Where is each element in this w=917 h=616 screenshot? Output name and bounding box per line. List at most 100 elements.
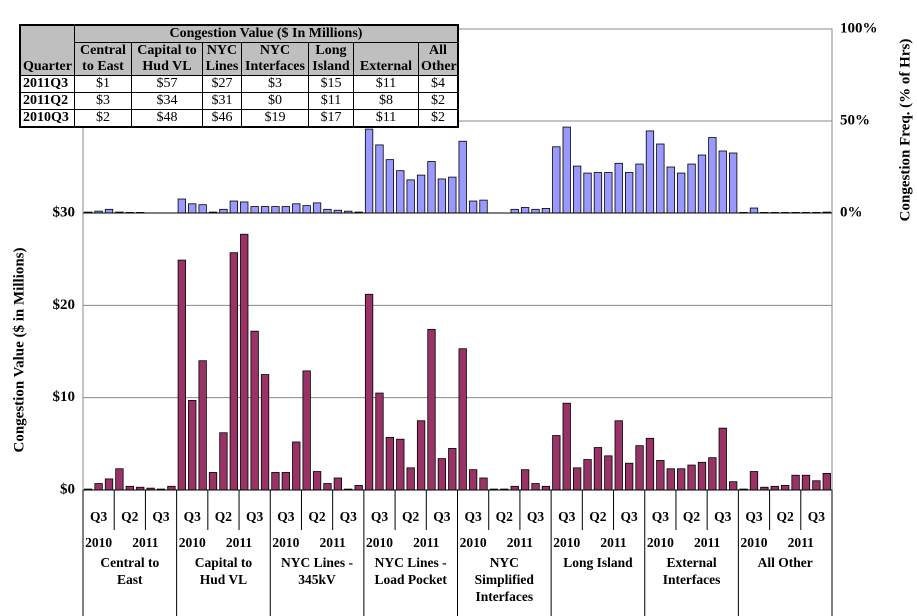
table-cell: $57 <box>130 75 203 93</box>
bar <box>468 200 478 214</box>
bar <box>188 203 197 214</box>
x-tick-label: Q2 <box>215 509 233 524</box>
table-cell: $31 <box>201 92 242 110</box>
x-tick-label: Q3 <box>745 509 763 524</box>
table-cell: $8 <box>352 92 419 110</box>
bar <box>708 457 717 491</box>
year-label: 2010 <box>647 535 674 550</box>
year-label: 2011 <box>320 535 347 550</box>
group-label: NYC Lines - 345kV <box>281 555 354 587</box>
bar <box>385 159 395 214</box>
bar <box>645 130 655 214</box>
column-header-text: External <box>359 59 413 74</box>
table-cell: $2 <box>417 109 459 128</box>
bar <box>281 472 290 491</box>
bar <box>541 207 551 214</box>
bar <box>427 328 436 491</box>
bar <box>510 208 519 214</box>
bar <box>479 477 488 491</box>
y-tick-label: $30 <box>53 204 76 220</box>
table-cell: $1 <box>73 75 132 93</box>
x-tick-label: Q2 <box>683 509 701 524</box>
x-tick-label: Q2 <box>308 509 326 524</box>
bar <box>625 462 634 491</box>
x-tick-label: Q3 <box>464 509 482 524</box>
year-label: 2011 <box>413 535 440 550</box>
column-header-text: NYC Interfaces <box>245 43 305 74</box>
bar <box>479 199 488 214</box>
x-tick-label: Q2 <box>777 509 795 524</box>
year-label: 2010 <box>553 535 580 550</box>
table-cell: $0 <box>240 92 309 110</box>
bar <box>572 165 582 214</box>
year-label: 2011 <box>226 535 253 550</box>
bar <box>375 392 384 491</box>
group-label: NYC Lines - Load Pocket <box>374 555 447 587</box>
x-tick-label: Q2 <box>589 509 607 524</box>
bar <box>406 179 415 214</box>
x-tick-label: Q3 <box>277 509 295 524</box>
table-cell: $11 <box>352 109 419 128</box>
x-tick-label: Q3 <box>714 509 732 524</box>
x-tick-label: Q2 <box>121 509 139 524</box>
bar <box>604 172 613 214</box>
bar <box>260 206 270 214</box>
bar <box>656 143 665 214</box>
bar <box>177 198 186 214</box>
bar <box>198 360 207 491</box>
year-label: 2010 <box>740 535 767 550</box>
column-header-text: All Other <box>420 43 457 74</box>
bar <box>593 447 603 491</box>
table-cell: $17 <box>307 109 354 128</box>
bar <box>94 483 103 491</box>
group-label: External Interfaces <box>662 555 721 587</box>
bar <box>458 140 467 214</box>
bar <box>167 485 176 491</box>
bar <box>791 474 800 491</box>
bar <box>240 233 249 491</box>
x-tick-label: Q3 <box>558 509 576 524</box>
bar <box>625 172 634 214</box>
bar <box>104 208 114 214</box>
bar <box>520 207 530 214</box>
bar <box>749 207 759 214</box>
table-row: 2011Q3 $1 $57 $27 $3 $15 $11 $4 <box>19 75 459 93</box>
bar <box>729 481 738 491</box>
bar <box>552 435 561 491</box>
year-label: 2011 <box>507 535 534 550</box>
table-cell: $15 <box>307 75 354 93</box>
group-label: Capital to Hud VL <box>194 555 253 587</box>
bar <box>323 208 332 214</box>
bar <box>677 172 686 214</box>
column-header: All Other <box>417 42 459 76</box>
x-tick-label: Q3 <box>652 509 670 524</box>
bar <box>427 161 436 214</box>
bar <box>562 126 571 214</box>
column-header: Long Island <box>307 42 354 76</box>
column-header: External <box>352 42 419 76</box>
table-title: Congestion Value ($ In Millions) <box>73 24 459 43</box>
bar <box>635 445 644 491</box>
column-header: NYC Lines <box>201 42 242 76</box>
group-label: NYC Simplified Interfaces <box>474 555 534 604</box>
bar <box>645 437 655 491</box>
bar <box>375 144 384 214</box>
bar <box>697 461 707 491</box>
bar <box>416 174 426 214</box>
bar <box>583 459 592 491</box>
column-header-text: Long Island <box>312 43 350 74</box>
bar <box>188 400 197 491</box>
bar <box>718 150 727 214</box>
x-tick-label: Q2 <box>402 509 420 524</box>
bar <box>677 468 686 491</box>
table-cell: $2 <box>417 92 459 110</box>
bar <box>666 166 675 214</box>
table-cell: $27 <box>201 75 242 93</box>
summary-table: Quarter Congestion Value ($ In Millions)… <box>19 24 459 128</box>
x-tick-label: Q3 <box>340 509 358 524</box>
bar <box>104 478 114 491</box>
bar <box>510 485 519 491</box>
bar <box>396 170 405 214</box>
row-header: 2011Q2 <box>19 92 75 110</box>
table-row: 2010Q3 $2 $48 $46 $19 $17 $11 $2 <box>19 109 459 128</box>
